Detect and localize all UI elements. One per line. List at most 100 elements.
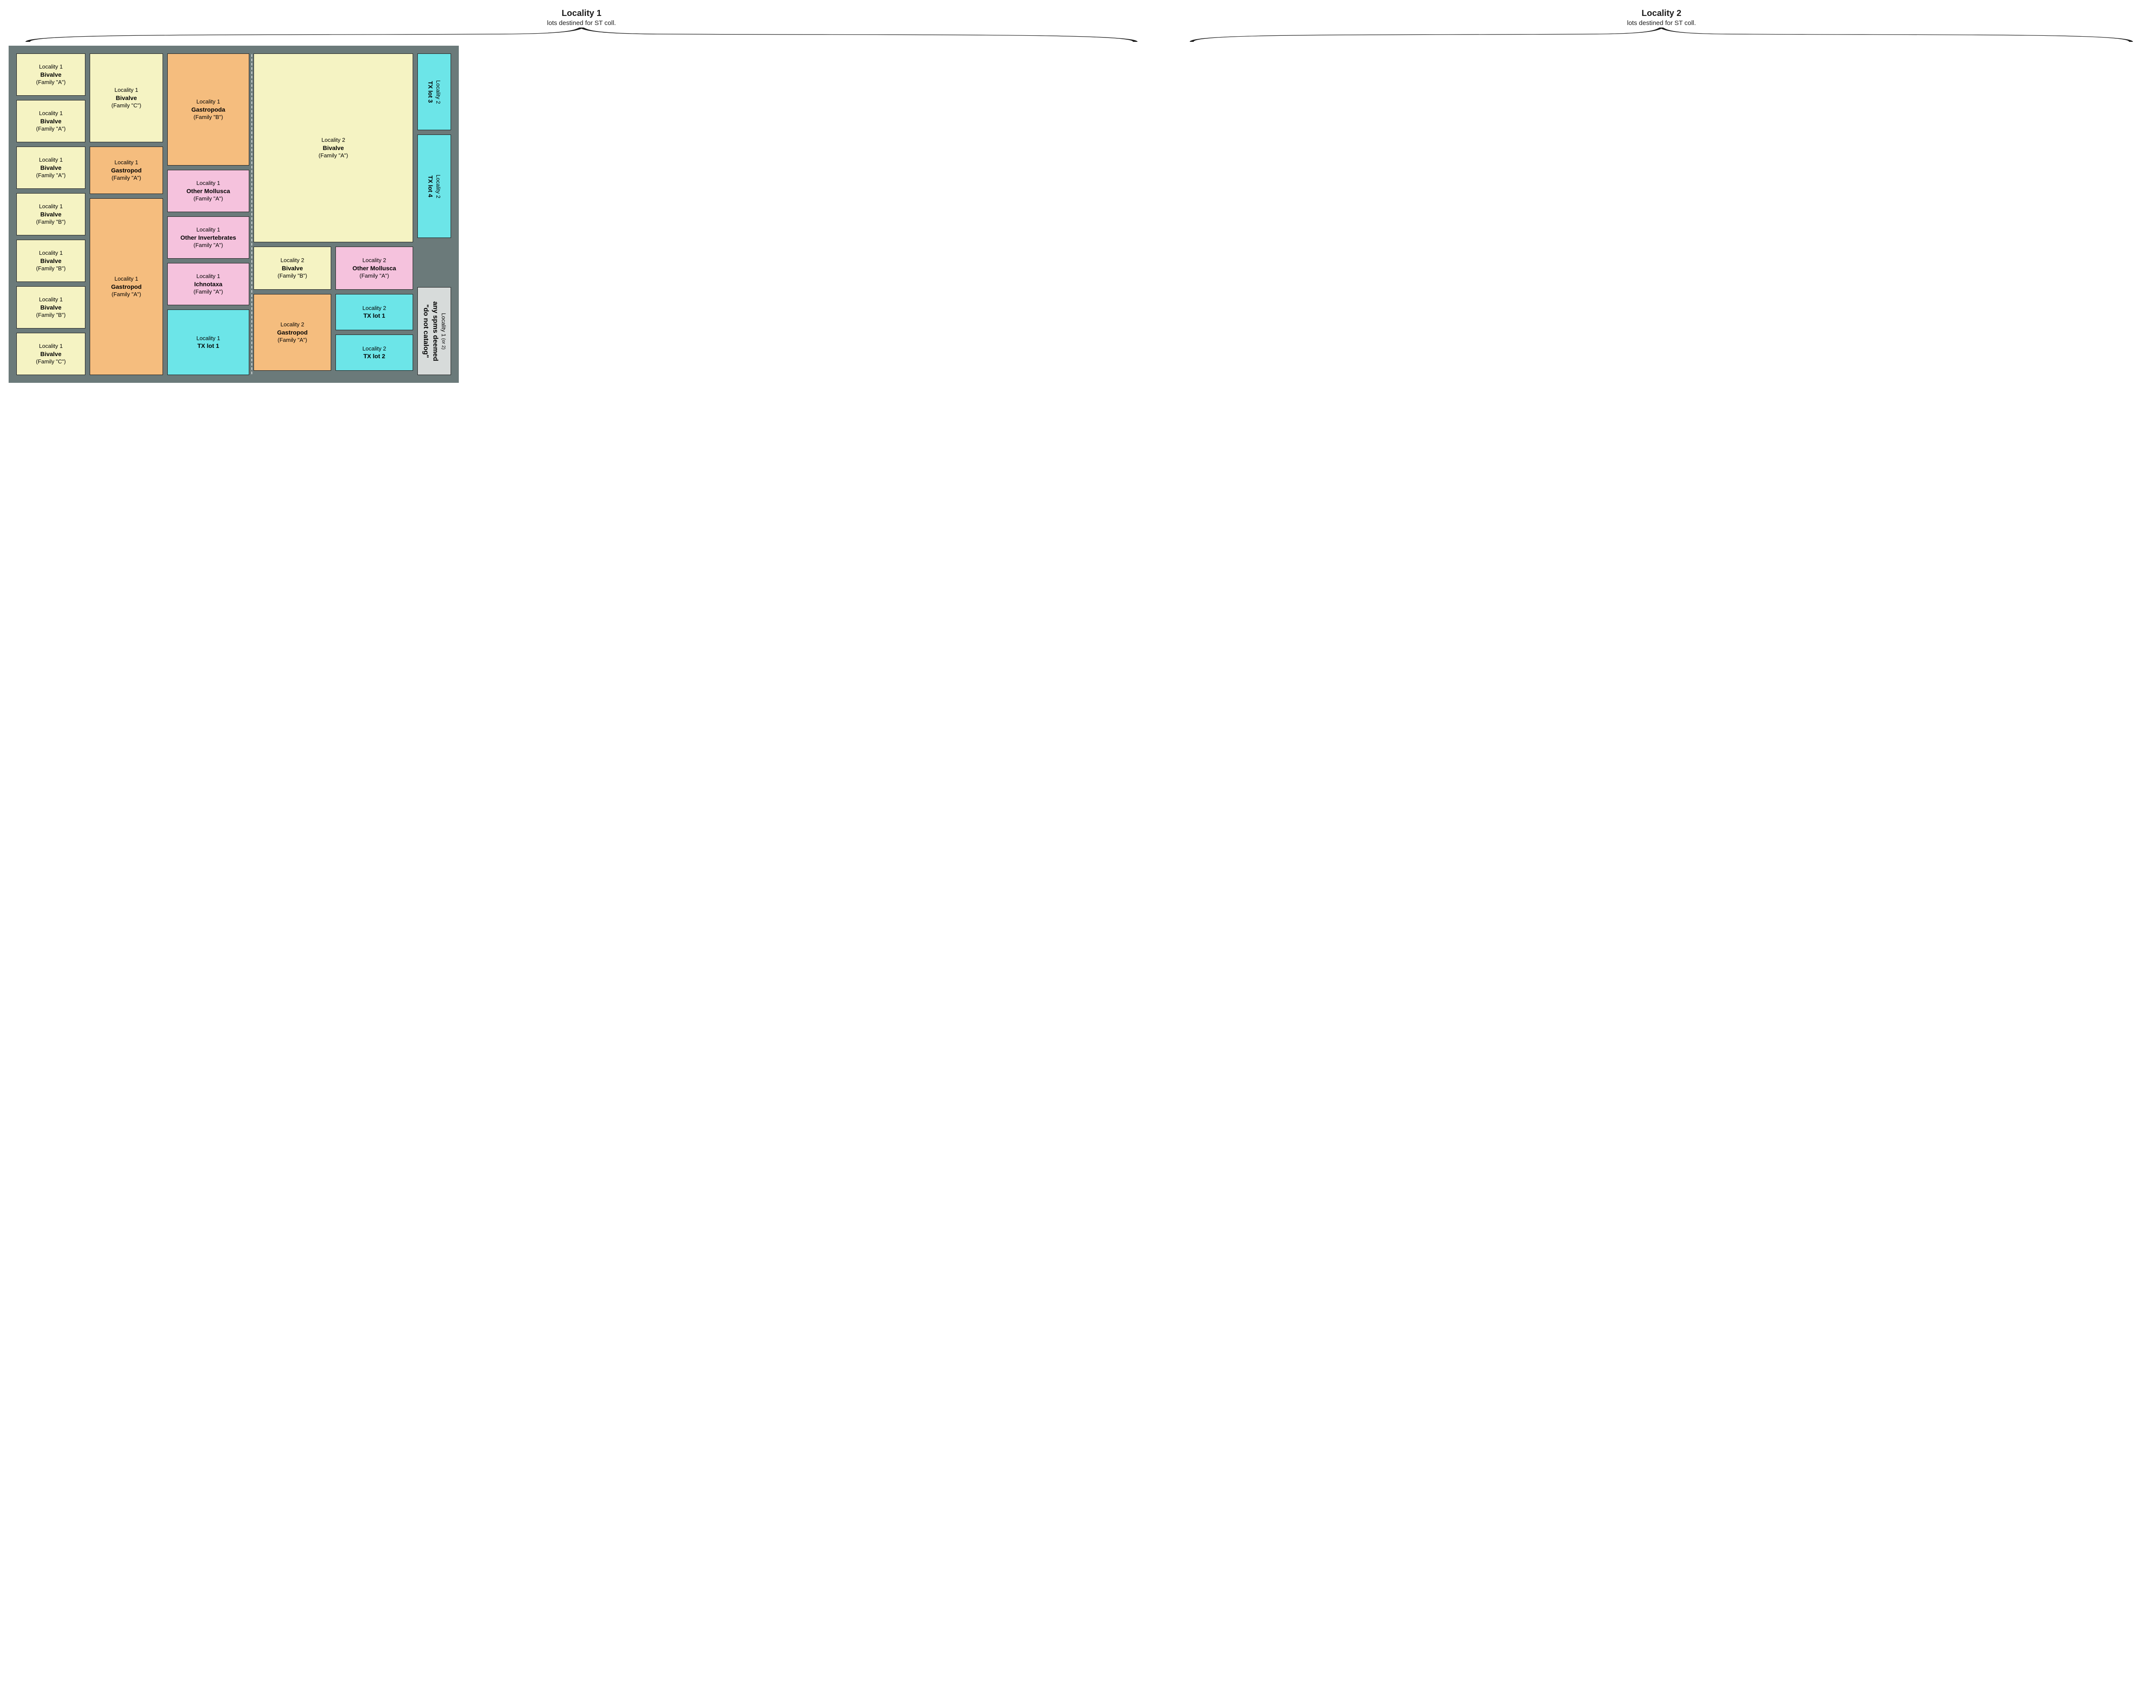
tray-column-c2: Locality 1Bivalve(Family "C")Locality 1G… [90,53,163,375]
lot-taxon: TX lot 1 [197,342,219,350]
lot-locality: Locality 1 [39,156,63,164]
lot-line: any spms deemed [430,301,440,361]
lot-family: (Family "A") [36,125,66,133]
lot-locality: Locality 2 [435,175,442,198]
lot-family: (Family "A") [360,272,389,280]
lot-box-b13: Locality 1Other Invertebrates(Family "A"… [167,216,249,259]
header-sub-loc1: lots destined for ST coll. [9,19,1154,27]
lot-box-b8: Locality 1Bivalve(Family "C") [90,53,163,142]
header-title-loc2: Locality 2 [1175,9,2147,19]
header-loc1: Locality 1lots destined for ST coll. [9,9,1154,44]
lot-family: (Family "B") [36,311,66,319]
lot-taxon: Bivalve [323,144,344,152]
tray-column-c4: Locality 2Bivalve(Family "A")Locality 2B… [254,53,413,375]
lot-box-b14: Locality 1Ichnotaxa(Family "A") [167,263,249,305]
lot-family: (Family "A") [112,174,141,182]
lot-box-b21: Locality 2TX lot 2 [335,335,413,371]
lot-locality: Locality 1 [39,342,63,350]
tray-stack-col_tx: Locality 2TX lot 1Locality 2TX lot 2 [335,294,413,371]
lot-box-b2: Locality 1Bivalve(Family "A") [16,100,85,142]
lot-taxon: Other Mollusca [352,264,396,272]
lot-box-b7: Locality 1Bivalve(Family "C") [16,333,85,375]
lot-taxon: Bivalve [40,257,61,265]
header-loc2: Locality 2lots destined for ST coll. [1175,9,2147,44]
lot-locality: Locality 1 [115,86,138,94]
lot-taxon: TX lot 1 [364,312,385,320]
headers-row: Locality 1lots destined for ST coll.Loca… [9,9,2147,44]
lot-taxon: Bivalve [40,164,61,172]
lot-box-b6: Locality 1Bivalve(Family "B") [16,286,85,328]
lot-locality: Locality 2 [363,304,386,312]
lot-taxon: Bivalve [40,71,61,79]
lot-box-b11: Locality 1Gastropoda(Family "B") [167,53,249,166]
lot-box-b24: Locality 1 (or 2)any spms deemed"do not … [417,287,451,375]
tray-column-c5: Locality 2TX lot 3Locality 2TX lot 4Loca… [417,53,451,375]
header-sub-loc2: lots destined for ST coll. [1175,19,2147,27]
lot-taxon: Gastropoda [191,106,226,114]
lot-locality: Locality 2 [363,257,386,264]
lot-line: "do not catalog" [421,304,431,358]
lot-taxon: Other Mollusca [186,187,230,195]
lot-taxon: Bivalve [116,94,137,102]
lot-locality-sub: (or 2) [441,338,446,349]
lot-taxon: Bivalve [40,350,61,358]
lot-box-b12: Locality 1Other Mollusca(Family "A") [167,170,249,212]
lot-box-b10: Locality 1Gastropod(Family "A") [90,198,163,375]
sorting-tray: Locality 1Bivalve(Family "A")Locality 1B… [9,46,459,383]
tray-divider [251,54,252,374]
tray-row-row2: Locality 2Gastropod(Family "A")Locality … [254,294,413,371]
brace-loc1 [9,27,1154,44]
lot-family: (Family "A") [194,288,223,296]
lot-taxon: Ichnotaxa [194,280,222,288]
brace-loc2 [1175,27,2147,44]
lot-taxon: Gastropod [277,328,308,337]
lot-locality: Locality 1 [39,249,63,257]
lot-box-b3: Locality 1Bivalve(Family "A") [16,147,85,189]
lot-taxon: Gastropod [111,166,142,175]
lot-family: (Family "A") [36,172,66,179]
lot-family: (Family "A") [278,336,307,344]
lot-locality: Locality 2 [363,345,386,353]
lot-locality: Locality 1 [197,226,220,234]
lot-box-b15: Locality 1TX lot 1 [167,310,249,375]
lot-locality: Locality 1 [197,179,220,187]
lot-box-b5: Locality 1Bivalve(Family "B") [16,240,85,282]
lot-box-b9: Locality 1Gastropod(Family "A") [90,147,163,194]
lot-family: (Family "A") [112,291,141,298]
lot-family: (Family "B") [194,113,223,121]
lot-box-b4: Locality 1Bivalve(Family "B") [16,193,85,235]
lot-locality: Locality 1 [197,272,220,280]
lot-taxon: Other Invertebrates [180,234,236,242]
lot-locality: Locality 1 [115,159,138,166]
lot-box-b18: Locality 2Other Mollusca(Family "A") [335,247,413,290]
lot-locality: Locality 2 [281,321,304,328]
lot-locality: Locality 1 [39,109,63,117]
tray-column-c1: Locality 1Bivalve(Family "A")Locality 1B… [16,53,85,375]
lot-family: (Family "B") [278,272,307,280]
lot-taxon: Bivalve [40,117,61,125]
lot-locality: Locality 1 [115,275,138,283]
header-title-loc1: Locality 1 [9,9,1154,19]
lot-locality: Locality 1 (or 2) [440,313,448,350]
tray-column-c3: Locality 1Gastropoda(Family "B")Locality… [167,53,249,375]
lot-locality: Locality 1 [39,203,63,210]
lot-box-b19: Locality 2Gastropod(Family "A") [254,294,331,371]
lot-box-b22: Locality 2TX lot 3 [417,53,451,130]
lot-family: (Family "C") [36,358,66,366]
lot-locality: Locality 2 [322,136,345,144]
lot-box-b1: Locality 1Bivalve(Family "A") [16,53,85,96]
lot-box-b17: Locality 2Bivalve(Family "B") [254,247,331,290]
lot-box-b23: Locality 2TX lot 4 [417,135,451,238]
lot-family: (Family "C") [111,102,141,109]
lot-taxon: TX lot 3 [426,81,435,103]
lot-taxon: TX lot 2 [364,352,385,360]
lot-family: (Family "A") [194,195,223,203]
lot-taxon: Bivalve [40,210,61,219]
lot-family: (Family "A") [194,241,223,249]
lot-locality: Locality 1 [39,63,63,71]
lot-locality-pre: Locality 1 [440,313,447,338]
lot-family: (Family "B") [36,218,66,226]
tray-row-row1: Locality 2Bivalve(Family "B")Locality 2O… [254,247,413,290]
lot-taxon: TX lot 4 [426,175,435,197]
lot-family: (Family "A") [36,78,66,86]
